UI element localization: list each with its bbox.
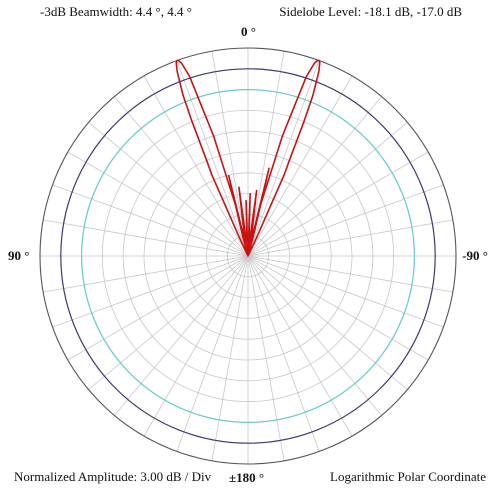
reference-circles (60, 68, 436, 444)
angle-label-left: 90 ° (8, 248, 30, 263)
grid-circle (185, 193, 311, 319)
beamwidth-label: -3dB Beamwidth: 4.4 °, 4.4 ° (40, 4, 192, 19)
grid-circle (122, 130, 374, 382)
reference-circle (60, 68, 436, 444)
angle-label-right: -90 ° (462, 248, 488, 263)
angle-label-top: 0 ° (241, 24, 256, 39)
reference-circle (81, 89, 415, 423)
angle-label-bottom: ±180 ° (229, 470, 265, 485)
pattern-trace (175, 59, 321, 257)
grid-circle (205, 213, 290, 298)
grid-circle (164, 172, 332, 340)
grid-outer-circle (39, 47, 457, 465)
coordinate-label: Logarithmic Polar Coordinate (330, 469, 486, 484)
sidelobe-label: Sidelobe Level: -18.1 dB, -17.0 dB (279, 4, 462, 19)
grid-circle (101, 109, 395, 403)
grid-circle (143, 151, 353, 361)
pattern-series (175, 59, 321, 257)
amplitude-label: Normalized Amplitude: 3.00 dB / Div (14, 469, 212, 484)
